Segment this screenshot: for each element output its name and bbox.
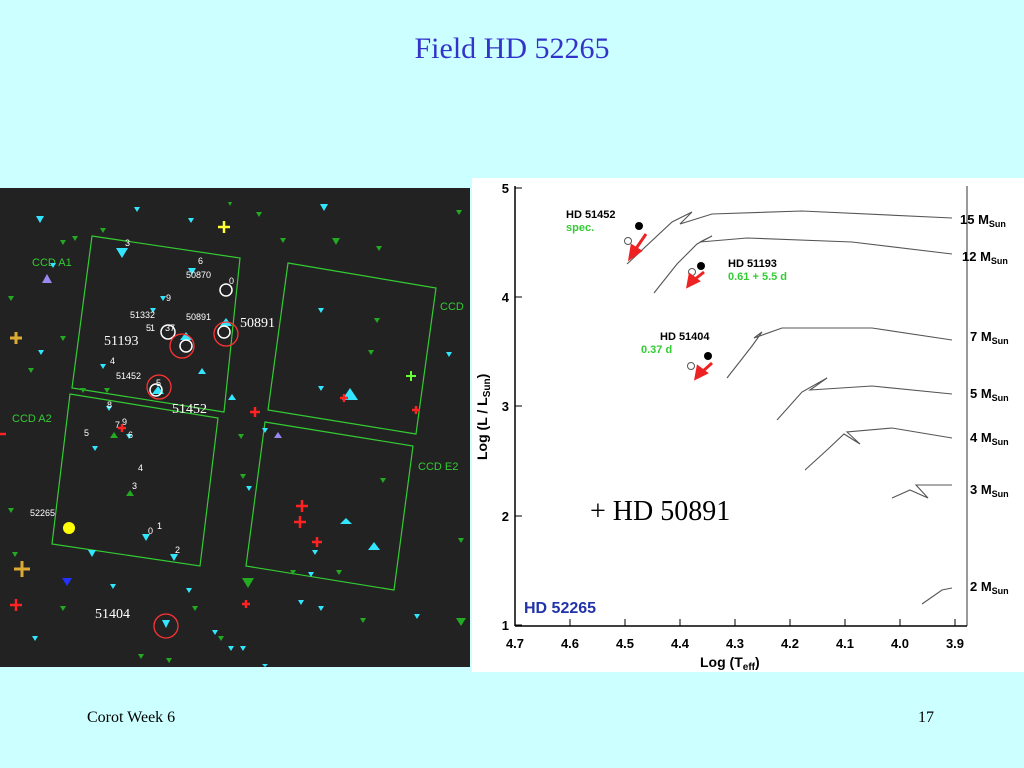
svg-text:3: 3: [125, 238, 130, 248]
svg-text:5: 5: [146, 323, 151, 333]
label-51193: 51193: [104, 334, 138, 349]
svg-text:0: 0: [229, 276, 234, 286]
label-51452: 51452: [172, 402, 207, 417]
star-field-image: CCD A1 CCD A2 CCD CCD E2: [0, 188, 470, 667]
svg-text:50870: 50870: [186, 270, 211, 280]
purple-star: [42, 274, 52, 283]
svg-text:4 MSun: 4 MSun: [970, 430, 1009, 447]
svg-text:1: 1: [150, 323, 155, 333]
svg-text:0.37 d: 0.37 d: [641, 344, 672, 356]
svg-text:4: 4: [138, 463, 143, 473]
svg-text:5: 5: [156, 378, 161, 388]
svg-text:3.9: 3.9: [946, 636, 964, 651]
star-id-small-labels: 50870 51332 5 1 37 51452 52265: [30, 270, 211, 518]
hr-diagram: 5 4 3 2 1 4.7 4.6 4.5 4.4 4.3 4.2 4.1 4.…: [472, 178, 1024, 673]
hrd-points: [624, 222, 712, 370]
white-circles: [149, 283, 233, 397]
svg-text:2 MSun: 2 MSun: [970, 579, 1009, 596]
svg-text:15 MSun: 15 MSun: [960, 212, 1006, 229]
svg-text:0.61 + 5.5 d: 0.61 + 5.5 d: [728, 271, 787, 283]
ccd-label-e1: CCD: [440, 301, 464, 313]
svg-text:spec.: spec.: [566, 222, 594, 234]
svg-text:1: 1: [502, 618, 509, 633]
red-circles: [146, 321, 239, 639]
green-cross: [406, 371, 416, 381]
svg-text:50891: 50891: [186, 312, 211, 322]
star-id-labels: 51193 50891 51452 51404: [95, 316, 275, 622]
slide-title: Field HD 52265: [414, 32, 610, 65]
red-arrows: [627, 233, 714, 381]
svg-text:12 MSun: 12 MSun: [962, 249, 1008, 266]
chart-star-label: HD 52265: [524, 600, 596, 617]
svg-text:4.1: 4.1: [836, 636, 854, 651]
cyan-stars: [32, 204, 452, 667]
evolution-tracks: [626, 210, 953, 605]
yellow-cross: [218, 221, 230, 233]
svg-text:2: 2: [502, 509, 509, 524]
svg-text:4: 4: [502, 290, 510, 305]
label-50891: 50891: [240, 316, 275, 331]
svg-text:6: 6: [198, 256, 203, 266]
svg-text:5: 5: [502, 181, 509, 196]
svg-text:HD 51193: HD 51193: [728, 258, 777, 270]
svg-text:4.6: 4.6: [561, 636, 579, 651]
svg-text:51452: 51452: [116, 371, 141, 381]
svg-text:1: 1: [157, 521, 162, 531]
mass-labels: 15 MSun 12 MSun 7 MSun 5 MSun 4 MSun 3 M…: [960, 212, 1009, 596]
svg-text:4.5: 4.5: [616, 636, 634, 651]
svg-text:0: 0: [148, 526, 153, 536]
svg-text:7: 7: [115, 420, 120, 430]
svg-text:HD 51404: HD 51404: [660, 331, 710, 343]
star-annotations: HD 51452 spec. HD 51193 0.61 + 5.5 d HD …: [566, 209, 787, 356]
y-tick-labels: 5 4 3 2 1: [502, 181, 510, 633]
svg-text:6: 6: [128, 430, 133, 440]
x-axis-label: Log (Teff): [700, 654, 760, 672]
svg-text:51332: 51332: [130, 310, 155, 320]
footer-label: Corot Week 6: [87, 709, 176, 726]
svg-text:2: 2: [175, 545, 180, 555]
ccd-frames: [51, 235, 437, 591]
svg-text:4: 4: [110, 356, 115, 366]
star-numbers: 3 6 0 9 50891 4 5 8 7 9 5 6 4 3 0 1 2: [84, 238, 234, 555]
svg-text:4.2: 4.2: [781, 636, 799, 651]
svg-text:3: 3: [132, 481, 137, 491]
label-51404: 51404: [95, 607, 130, 622]
svg-text:7 MSun: 7 MSun: [970, 329, 1009, 346]
svg-text:HD 51452: HD 51452: [566, 209, 616, 221]
gold-crosses: [10, 332, 30, 577]
svg-text:4.3: 4.3: [726, 636, 744, 651]
svg-text:3 MSun: 3 MSun: [970, 482, 1009, 499]
svg-text:52265: 52265: [30, 508, 55, 518]
hd-50891-note: + HD 50891: [590, 496, 731, 527]
ccd-label-a2: CCD A2: [12, 413, 52, 425]
svg-text:3: 3: [502, 399, 509, 414]
svg-text:5: 5: [84, 428, 89, 438]
svg-text:5 MSun: 5 MSun: [970, 386, 1009, 403]
red-crosses: [0, 394, 420, 611]
svg-text:4.0: 4.0: [891, 636, 909, 651]
blue-star: [62, 578, 72, 586]
svg-text:9: 9: [166, 293, 171, 303]
y-axis-label: Log (L / LSun): [474, 374, 493, 460]
purple-star-2: [274, 432, 282, 438]
target-star-52265: [63, 522, 75, 534]
green-stars: [8, 202, 466, 663]
svg-text:8: 8: [107, 400, 112, 410]
x-tick-labels: 4.7 4.6 4.5 4.4 4.3 4.2 4.1 4.0 3.9: [506, 636, 964, 651]
svg-text:4.7: 4.7: [506, 636, 524, 651]
ccd-label-e2: CCD E2: [418, 461, 458, 473]
svg-text:9: 9: [122, 417, 127, 427]
svg-text:4.4: 4.4: [671, 636, 690, 651]
page-number: 17: [918, 709, 934, 726]
svg-text:37: 37: [165, 323, 175, 333]
